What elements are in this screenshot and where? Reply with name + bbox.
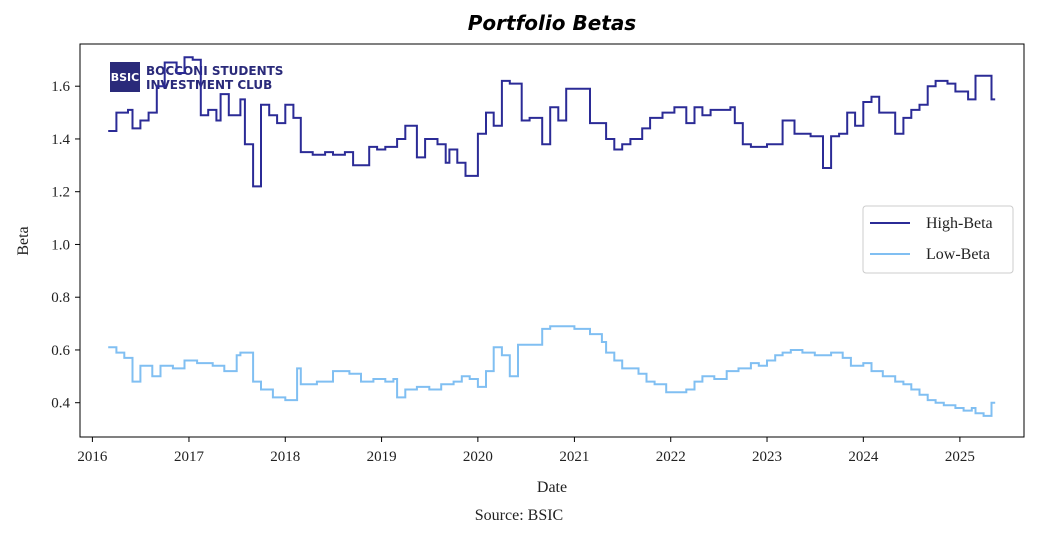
- plot-frame: [79, 43, 1025, 438]
- x-tick-label: 2017: [174, 449, 205, 465]
- legend-label-low-beta: Low-Beta: [926, 246, 990, 263]
- series-line-low-beta: [108, 325, 996, 417]
- x-tick-label: 2016: [77, 449, 108, 465]
- y-axis: 0.4 0.6 0.8 1.0 1.2 1.4 1.6: [51, 79, 80, 412]
- x-axis: 2016 2017 2018 2019 2020 2021 2022 2023 2024 2025: [77, 437, 975, 465]
- x-tick-label: 2018: [270, 449, 300, 465]
- series-layer: [108, 56, 996, 417]
- logo-line-1: BOCCONI STUDENTS: [146, 64, 283, 78]
- y-tick-label: 0.6: [51, 343, 70, 359]
- y-tick-label: 1.0: [51, 237, 70, 253]
- logo-badge: [110, 62, 140, 92]
- logo-line-2: INVESTMENT CLUB: [146, 78, 272, 92]
- legend-label-high-beta: High-Beta: [926, 215, 993, 232]
- y-tick-label: 0.8: [51, 290, 70, 306]
- legend: High-Beta Low-Beta: [862, 205, 1014, 274]
- x-tick-label: 2025: [945, 449, 975, 465]
- y-tick-label: 1.4: [51, 132, 70, 148]
- series-line-high-beta: [108, 56, 996, 188]
- x-tick-label: 2022: [656, 449, 686, 465]
- source-note: Source: BSIC: [475, 507, 563, 524]
- x-tick-label: 2024: [848, 449, 879, 465]
- chart-title: Portfolio Betas: [468, 11, 637, 35]
- x-tick-label: 2021: [559, 449, 589, 465]
- y-tick-label: 1.6: [51, 79, 70, 95]
- x-tick-label: 2019: [367, 449, 397, 465]
- x-axis-label: Date: [537, 479, 567, 496]
- logo-badge-text: BSIC: [111, 71, 139, 84]
- x-tick-label: 2023: [752, 449, 782, 465]
- y-tick-label: 0.4: [51, 396, 70, 412]
- y-tick-label: 1.2: [51, 185, 70, 201]
- x-tick-label: 2020: [463, 449, 493, 465]
- watermark-logo: BSIC BOCCONI STUDENTS INVESTMENT CLUB: [110, 62, 283, 92]
- y-axis-label: Beta: [15, 226, 32, 255]
